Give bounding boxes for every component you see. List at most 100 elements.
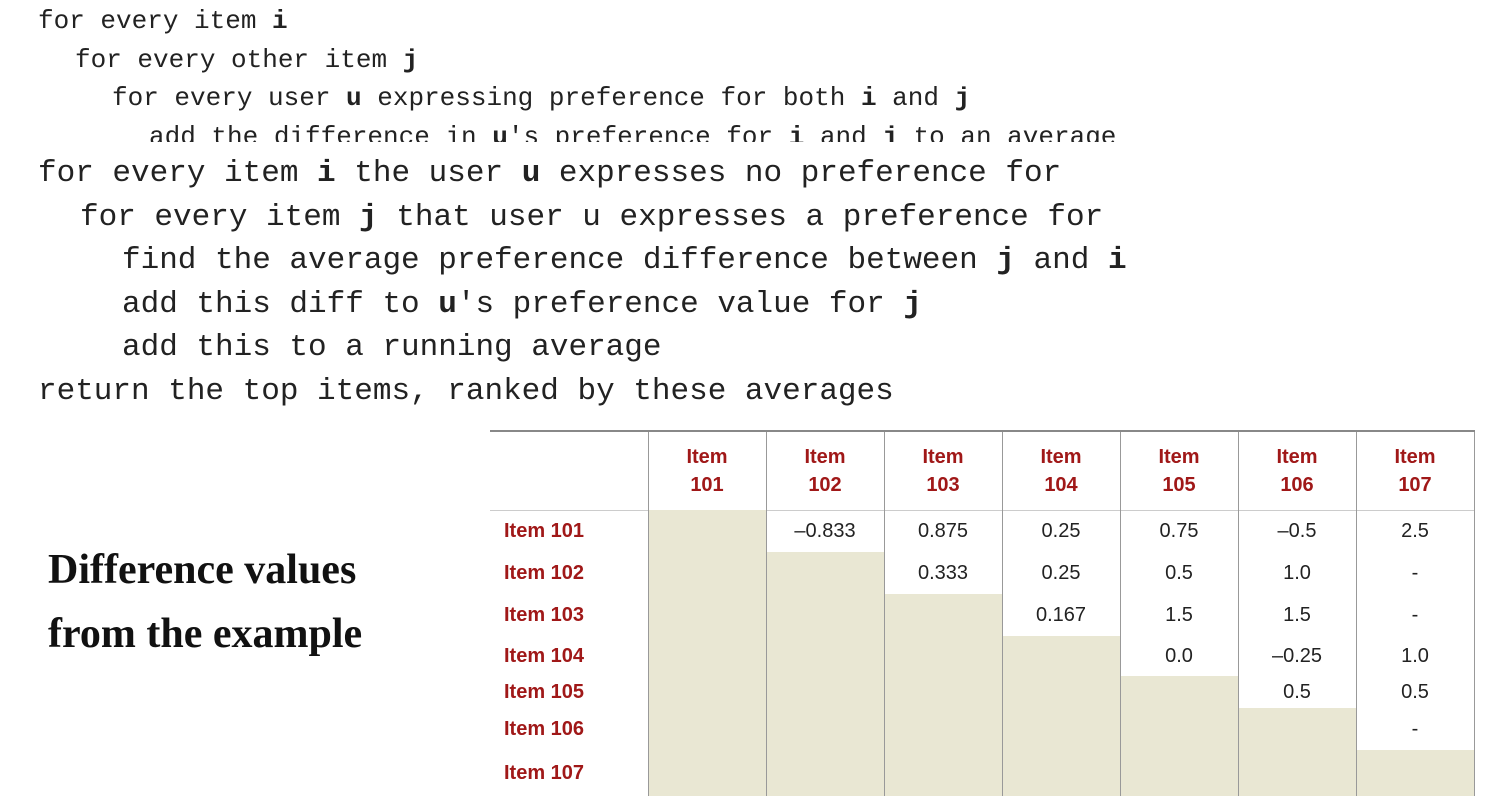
difference-table: Item 101 Item 102 Item 103 Item 104 Item 105… [490,430,1475,796]
table-cell [766,676,884,708]
table-cell: –0.25 [1271,644,1323,667]
code-text: i [317,156,336,191]
code-line: for every item i [38,4,1116,43]
code-text: j [402,44,419,75]
table-cell: 1.0 [1283,561,1311,584]
table-cell [766,750,884,796]
table-cell: 0.875 [917,519,969,542]
code-text: add this diff to [122,286,439,322]
code-line: for every user u expressing preference f… [38,81,1116,120]
table-cell: - [1411,603,1419,626]
table-cell [1002,708,1120,750]
table-cell [1120,708,1238,750]
code-line: for every item i the user u expresses no… [38,152,1127,196]
column-rule [648,432,649,796]
table-cell [648,552,766,594]
column-rule [884,432,885,796]
table-cell: 1.0 [1401,644,1429,667]
code-text: the user [335,156,522,191]
code-line: for every item j that user u expresses a… [38,196,1127,240]
table-cell: 0.25 [1041,519,1081,542]
column-header: Item 106 [1276,446,1318,496]
table-cell [1356,750,1474,796]
caption-line: Difference values [48,547,357,593]
column-rule [1120,432,1121,796]
code-text: for every user [112,83,347,113]
table-cell [1120,676,1238,708]
table-cell: 0.333 [917,561,969,584]
table-cell: –0.5 [1277,519,1317,542]
code-text: u [492,121,508,143]
table-cell [766,594,884,636]
code-block-bottom: for every item i the user u expresses no… [38,152,1127,413]
code-text: return the top items, ranked by these av… [38,373,894,409]
table-cell [648,676,766,708]
code-text: expresses no preference for [540,156,1062,191]
code-text: i [860,83,877,113]
code-text: u [438,286,457,322]
row-header: Item 105 [504,680,585,703]
table-cell [884,636,1002,676]
table-cell: 0.75 [1159,519,1199,542]
table-cell: 1.5 [1283,603,1311,626]
table-cell [648,594,766,636]
table-cell [1238,750,1356,796]
code-text: for every item [38,6,273,36]
code-text: for every item [80,199,360,235]
row-header: Item 103 [504,603,585,626]
table-cell [1120,750,1238,796]
row-header: Item 102 [504,561,585,584]
table-cell [648,510,766,552]
table-cell [766,552,884,594]
code-text: i [788,121,805,143]
code-text: and [1014,243,1108,278]
table-cell [884,708,1002,750]
code-text: j [954,83,971,113]
table-cell: - [1411,561,1419,584]
table-cell: 2.5 [1401,519,1429,542]
code-text: i [1107,243,1127,278]
column-header: Item 107 [1394,446,1436,496]
column-rule [766,432,767,796]
column-header: Item 105 [1158,446,1200,496]
table-cell: 1.5 [1165,603,1193,626]
column-rule [1002,432,1003,796]
table-cell [648,636,766,676]
code-text: j [882,121,898,143]
code-text: add the difference in [149,121,493,143]
row-header: Item 104 [504,644,585,667]
table-cell: 0.167 [1035,603,1087,626]
code-text: 's preference for [507,121,789,143]
column-header: Item 102 [804,446,846,496]
code-text: and [876,83,955,113]
table-cell [766,636,884,676]
code-line: add this to a running average [38,326,1127,370]
code-line: add this diff to u's preference value fo… [38,283,1127,327]
column-header: Item 103 [922,446,964,496]
code-text: for every other item [75,44,403,75]
table-cell [1238,708,1356,750]
code-text: for every item [38,156,318,191]
table-cell: 0.25 [1041,561,1081,584]
code-line: add the difference in u's preference for… [38,120,1116,143]
row-header: Item 106 [504,717,585,740]
column-rule [1238,432,1239,796]
code-line: for every other item j [38,43,1116,82]
rule [490,430,1475,432]
table-cell: 0.5 [1165,561,1193,584]
rule [490,510,1475,511]
code-text: find the average preference difference b… [122,243,997,278]
table-cell [1002,676,1120,708]
column-rule [1474,432,1475,796]
table-cell: - [1411,717,1419,740]
code-text: j [996,243,1015,278]
column-header: Item 104 [1040,446,1082,496]
code-text: expressing preference for both [361,83,861,113]
table-cell: 0.0 [1165,644,1193,667]
code-text: j [903,286,922,322]
table-cell [648,708,766,750]
column-rule [1356,432,1357,796]
table-cell [1002,636,1120,676]
code-text: u [521,156,541,191]
